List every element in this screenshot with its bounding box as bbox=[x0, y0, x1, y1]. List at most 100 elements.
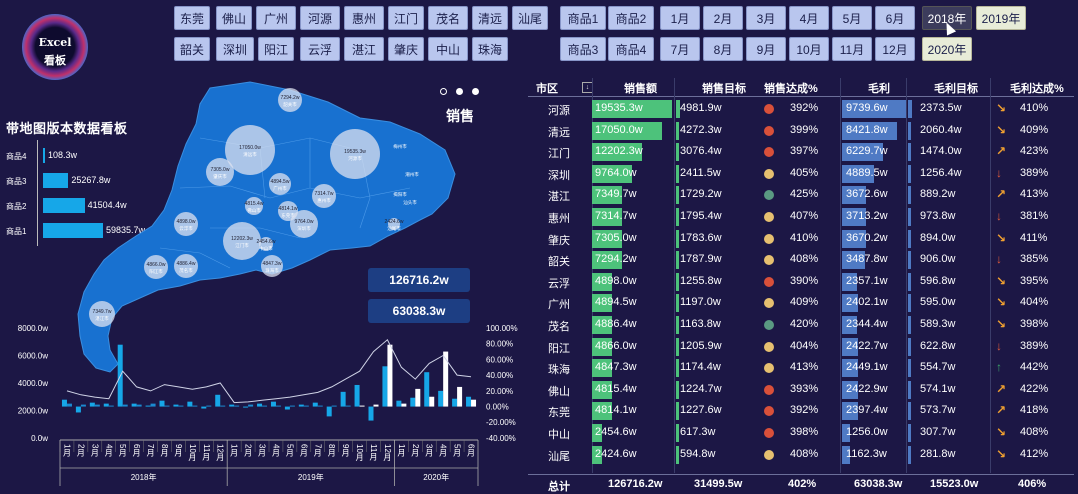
city-slicer-item[interactable]: 汕尾 bbox=[512, 6, 548, 30]
city-sales-bubble[interactable] bbox=[269, 173, 291, 195]
series1-bar[interactable] bbox=[298, 404, 304, 407]
city-sales-bubble[interactable] bbox=[245, 197, 263, 215]
month-slicer-item[interactable]: 10月 bbox=[789, 37, 829, 61]
city-slicer-item[interactable]: 阳江 bbox=[258, 37, 294, 61]
table-header-cell[interactable]: 销售达成% bbox=[764, 83, 818, 95]
series2-bar[interactable] bbox=[108, 405, 114, 407]
series1-bar[interactable] bbox=[270, 401, 276, 407]
month-slicer-item[interactable]: 12月 bbox=[875, 37, 915, 61]
city-slicer-item[interactable]: 中山 bbox=[428, 37, 468, 61]
city-slicer-item[interactable]: 深圳 bbox=[216, 37, 254, 61]
table-row[interactable]: 中山 2454.6w 617.3w 398% 1256.0w 307.7w ↘ 408% bbox=[528, 422, 1074, 443]
table-header-cell[interactable]: 销售额 bbox=[624, 83, 657, 95]
series2-bar[interactable] bbox=[262, 405, 268, 407]
year-slicer-item[interactable]: 2019年 bbox=[976, 6, 1026, 30]
city-sales-bubble[interactable] bbox=[89, 301, 115, 327]
series1-bar[interactable] bbox=[368, 406, 374, 421]
city-sales-bubble[interactable] bbox=[278, 88, 302, 112]
month-slicer-item[interactable]: 5月 bbox=[832, 6, 872, 30]
series2-bar[interactable] bbox=[136, 404, 142, 407]
city-sales-bubble[interactable] bbox=[223, 222, 261, 260]
series2-bar[interactable] bbox=[359, 405, 365, 407]
table-row[interactable]: 汕尾 2424.6w 594.8w 408% 1162.3w 281.8w ↘ 412% bbox=[528, 444, 1074, 465]
product-bar[interactable] bbox=[43, 148, 45, 163]
series2-bar[interactable] bbox=[66, 403, 72, 407]
year-slicer-item[interactable]: 2020年 bbox=[922, 37, 972, 61]
product-bar[interactable] bbox=[43, 198, 85, 213]
city-slicer-item[interactable]: 珠海 bbox=[472, 37, 508, 61]
city-slicer-item[interactable]: 湛江 bbox=[344, 37, 384, 61]
month-slicer-item[interactable]: 8月 bbox=[703, 37, 743, 61]
table-row[interactable]: 韶关 7294.2w 1787.9w 408% 3487.8w 906.0w ↓ 385% bbox=[528, 249, 1074, 270]
table-row[interactable]: 河源 19535.3w 4981.9w 392% 9739.6w 2373.5w ↘ 410% bbox=[528, 98, 1074, 119]
table-row[interactable]: 云浮 4898.0w 1255.8w 390% 2357.1w 596.8w ↘ 395% bbox=[528, 271, 1074, 292]
series2-bar[interactable] bbox=[471, 399, 477, 407]
series2-bar[interactable] bbox=[234, 405, 240, 407]
city-slicer-item[interactable]: 惠州 bbox=[344, 6, 384, 30]
series2-bar[interactable] bbox=[317, 405, 323, 407]
product-bar[interactable] bbox=[43, 173, 69, 188]
city-slicer-item[interactable]: 云浮 bbox=[300, 37, 340, 61]
series1-bar[interactable] bbox=[326, 406, 332, 417]
series2-bar[interactable] bbox=[415, 388, 421, 407]
series2-bar[interactable] bbox=[178, 405, 184, 407]
series1-bar[interactable] bbox=[103, 403, 109, 407]
carousel-dot-1[interactable] bbox=[440, 88, 447, 95]
city-slicer-item[interactable]: 广州 bbox=[256, 6, 296, 30]
series2-bar[interactable] bbox=[80, 404, 86, 407]
table-row[interactable]: 茂名 4886.4w 1163.8w 420% 2344.4w 589.3w ↘ 398% bbox=[528, 314, 1074, 335]
series1-bar[interactable] bbox=[243, 406, 249, 408]
city-sales-bubble[interactable] bbox=[290, 210, 318, 238]
series1-bar[interactable] bbox=[410, 397, 416, 407]
month-slicer-item[interactable]: 9月 bbox=[746, 37, 786, 61]
city-sales-bubble[interactable] bbox=[388, 218, 400, 230]
table-row[interactable]: 佛山 4815.4w 1224.7w 393% 2422.9w 574.1w ↗ 422% bbox=[528, 379, 1074, 400]
series1-bar[interactable] bbox=[354, 384, 360, 407]
series1-bar[interactable] bbox=[382, 366, 388, 407]
table-header-cell[interactable]: 市区 bbox=[536, 83, 558, 95]
series1-bar[interactable] bbox=[215, 394, 221, 407]
product-slicer-item[interactable]: 商品3 bbox=[560, 37, 606, 61]
city-slicer-item[interactable]: 江门 bbox=[388, 6, 424, 30]
city-sales-bubble[interactable] bbox=[225, 125, 275, 175]
carousel-dot-2[interactable] bbox=[456, 88, 463, 95]
city-sales-bubble[interactable] bbox=[330, 129, 380, 179]
table-row[interactable]: 阳江 4866.0w 1205.9w 404% 2422.7w 622.8w ↓ 389% bbox=[528, 336, 1074, 357]
table-row[interactable]: 湛江 7349.7w 1729.2w 425% 3672.6w 889.2w ↗ 413% bbox=[528, 184, 1074, 205]
series2-bar[interactable] bbox=[429, 396, 435, 407]
series2-bar[interactable] bbox=[289, 405, 295, 407]
month-slicer-item[interactable]: 6月 bbox=[875, 6, 915, 30]
series2-bar[interactable] bbox=[345, 405, 351, 407]
year-slicer-item[interactable]: 2018年 bbox=[922, 6, 972, 30]
series1-bar[interactable] bbox=[257, 403, 263, 407]
carousel-dot-3[interactable] bbox=[472, 88, 479, 95]
table-row[interactable]: 广州 4894.5w 1197.0w 409% 2402.1w 595.0w ↘ 404% bbox=[528, 292, 1074, 313]
series1-bar[interactable] bbox=[89, 402, 95, 407]
table-row[interactable]: 深圳 9764.0w 2411.5w 405% 4889.5w 1256.4w ↓ 389% bbox=[528, 163, 1074, 184]
city-sales-bubble[interactable] bbox=[174, 212, 198, 236]
series2-bar[interactable] bbox=[248, 404, 254, 407]
product-slicer-item[interactable]: 商品1 bbox=[560, 6, 606, 30]
city-slicer-item[interactable]: 韶关 bbox=[174, 37, 210, 61]
table-row[interactable]: 珠海 4847.3w 1174.4w 413% 2449.1w 554.7w ↑ 442% bbox=[528, 357, 1074, 378]
table-header-cell[interactable]: 毛利达成% bbox=[1010, 83, 1064, 95]
series1-bar[interactable] bbox=[145, 405, 151, 407]
series2-bar[interactable] bbox=[192, 405, 198, 407]
series1-bar[interactable] bbox=[466, 396, 472, 407]
product-bar[interactable] bbox=[43, 223, 103, 238]
table-header-cell[interactable]: 毛利目标 bbox=[934, 83, 978, 95]
city-slicer-item[interactable]: 清远 bbox=[472, 6, 508, 30]
series2-bar[interactable] bbox=[457, 386, 463, 407]
series1-bar[interactable] bbox=[424, 372, 430, 407]
city-slicer-item[interactable]: 肇庆 bbox=[388, 37, 424, 61]
city-sales-bubble[interactable] bbox=[174, 254, 198, 278]
series1-bar[interactable] bbox=[61, 399, 67, 407]
series1-bar[interactable] bbox=[187, 401, 193, 407]
series2-bar[interactable] bbox=[331, 405, 337, 407]
month-slicer-item[interactable]: 7月 bbox=[660, 37, 700, 61]
series2-bar[interactable] bbox=[220, 405, 226, 407]
table-row[interactable]: 东莞 4814.1w 1227.6w 392% 2397.4w 573.7w ↗ 418% bbox=[528, 400, 1074, 421]
series1-bar[interactable] bbox=[75, 406, 81, 413]
city-sales-bubble[interactable] bbox=[206, 158, 234, 186]
